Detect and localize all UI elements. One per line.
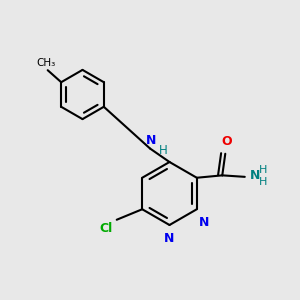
Text: N: N <box>250 169 261 182</box>
Text: H: H <box>259 177 267 187</box>
Text: Cl: Cl <box>100 222 113 235</box>
Text: CH₃: CH₃ <box>37 58 56 68</box>
Text: H: H <box>259 165 267 175</box>
Text: O: O <box>221 135 232 148</box>
Text: N: N <box>199 216 210 229</box>
Text: H: H <box>159 143 168 157</box>
Text: N: N <box>146 134 156 147</box>
Text: N: N <box>164 232 175 245</box>
